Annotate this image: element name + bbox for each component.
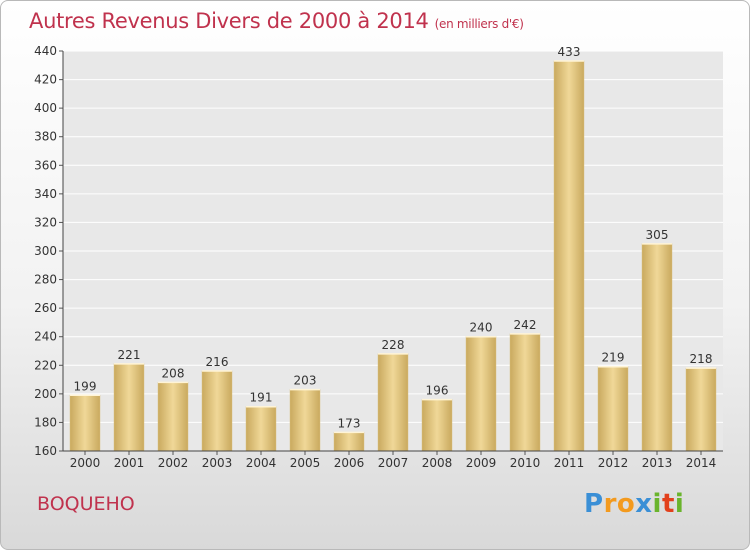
x-tick-label-2009: 2009 xyxy=(466,456,497,470)
x-tick-label-2006: 2006 xyxy=(334,456,365,470)
title-unit: (en milliers d'€) xyxy=(434,17,524,31)
x-tick-label-2013: 2013 xyxy=(642,456,673,470)
data-label-2009: 240 xyxy=(470,321,493,335)
proxiti-logo: Proxiti xyxy=(584,489,684,519)
x-tick-label-2002: 2002 xyxy=(158,456,189,470)
data-label-2003: 216 xyxy=(206,355,229,369)
chart-title: Autres Revenus Divers de 2000 à 2014 (en … xyxy=(29,9,524,33)
data-label-2006: 173 xyxy=(338,416,361,430)
bar-2001 xyxy=(113,363,145,452)
bar-2010 xyxy=(509,333,541,452)
bar-2003 xyxy=(201,370,233,452)
logo-letter: t xyxy=(661,489,675,519)
logo-letter: P xyxy=(584,489,604,519)
data-label-2001: 221 xyxy=(118,348,141,362)
y-tick-label: 240 xyxy=(34,330,57,344)
bar-2011 xyxy=(553,60,585,452)
bar-2008 xyxy=(421,399,453,452)
bar-2014 xyxy=(685,367,717,452)
bar-2005 xyxy=(289,389,321,452)
logo-letter: o xyxy=(616,489,636,519)
bar-2007 xyxy=(377,353,409,452)
x-tick-label-2007: 2007 xyxy=(378,456,409,470)
y-tick-label: 300 xyxy=(34,244,57,258)
y-tick-label: 200 xyxy=(34,387,57,401)
data-label-2014: 218 xyxy=(690,352,713,366)
y-tick-label: 440 xyxy=(34,44,57,58)
commune-name: BOQUEHO xyxy=(37,493,135,515)
bar-2013 xyxy=(641,243,673,452)
y-tick-label: 420 xyxy=(34,73,57,87)
bar-2004 xyxy=(245,406,277,452)
logo-letter: r xyxy=(603,489,617,519)
x-tick-label-2003: 2003 xyxy=(202,456,233,470)
x-tick-label-2014: 2014 xyxy=(686,456,717,470)
x-tick-label-2004: 2004 xyxy=(246,456,277,470)
y-tick-label: 340 xyxy=(34,187,57,201)
x-tick-label-2000: 2000 xyxy=(70,456,101,470)
x-tick-label-2005: 2005 xyxy=(290,456,321,470)
x-tick-label-2011: 2011 xyxy=(554,456,585,470)
y-tick-label: 320 xyxy=(34,215,57,229)
data-label-2000: 199 xyxy=(74,379,97,393)
logo-letter: i xyxy=(652,489,662,519)
y-tick-label: 180 xyxy=(34,415,57,429)
y-tick-label: 220 xyxy=(34,358,57,372)
data-label-2010: 242 xyxy=(514,318,537,332)
bar-2000 xyxy=(69,395,101,452)
data-label-2012: 219 xyxy=(602,351,625,365)
bar-2009 xyxy=(465,336,497,452)
data-label-2011: 433 xyxy=(558,45,581,59)
data-label-2007: 228 xyxy=(382,338,405,352)
y-tick-label: 160 xyxy=(34,444,57,458)
x-tick-label-2001: 2001 xyxy=(114,456,145,470)
y-tick-label: 260 xyxy=(34,301,57,315)
bar-2002 xyxy=(157,382,189,452)
bar-2012 xyxy=(597,366,629,452)
y-tick-label: 360 xyxy=(34,158,57,172)
x-tick-label-2010: 2010 xyxy=(510,456,541,470)
logo-letter: x xyxy=(635,489,653,519)
y-tick-label: 380 xyxy=(34,130,57,144)
data-label-2004: 191 xyxy=(250,391,273,405)
y-tick-label: 280 xyxy=(34,273,57,287)
data-label-2013: 305 xyxy=(646,228,669,242)
logo-letter: i xyxy=(674,489,685,519)
data-label-2008: 196 xyxy=(426,384,449,398)
data-label-2005: 203 xyxy=(294,374,317,388)
bar-2006 xyxy=(333,432,365,452)
x-tick-label-2008: 2008 xyxy=(422,456,453,470)
data-label-2002: 208 xyxy=(162,366,185,380)
y-tick-label: 400 xyxy=(34,101,57,115)
title-text: Autres Revenus Divers de 2000 à 2014 xyxy=(29,9,429,33)
x-tick-label-2012: 2012 xyxy=(598,456,629,470)
